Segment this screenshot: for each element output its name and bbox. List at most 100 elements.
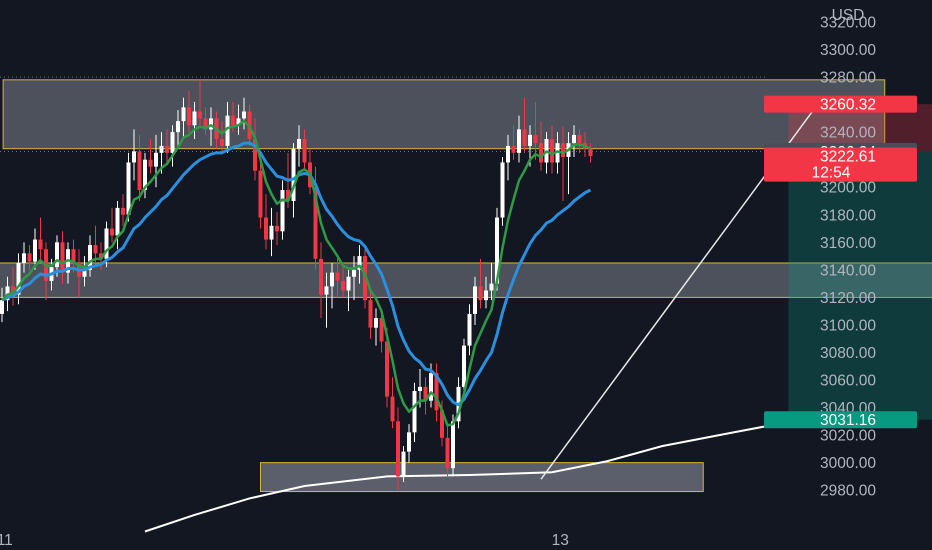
candle-body	[412, 391, 417, 433]
price-tick-label: 3100.00	[820, 317, 876, 334]
price-tag-label: 3031.16	[820, 412, 876, 429]
bar-countdown-label: 12:54	[812, 165, 851, 182]
candle-body	[38, 239, 43, 250]
candle-body	[170, 132, 175, 153]
price-tick-label: 3020.00	[820, 428, 876, 445]
candle-body	[346, 276, 351, 291]
candle-body	[242, 111, 246, 119]
candle-body	[511, 145, 516, 153]
price-tag-label: 3222.61	[820, 149, 876, 166]
candle-body	[16, 262, 21, 295]
candle-body	[275, 225, 279, 232]
candle-body	[231, 115, 235, 126]
candle-body	[297, 139, 301, 149]
candle-body	[473, 286, 477, 314]
price-tick-label: 3180.00	[820, 207, 876, 224]
candle-body	[445, 437, 450, 469]
time-axis[interactable]: 111312:0	[0, 532, 932, 549]
candle-body	[451, 421, 455, 469]
candle-body	[33, 239, 37, 262]
candle-body	[115, 207, 120, 236]
candle-body	[143, 159, 147, 190]
candle-body	[280, 189, 285, 232]
candle-body	[506, 145, 510, 163]
candle-body	[236, 118, 241, 126]
price-tag-label: 3260.32	[820, 97, 876, 114]
price-tick-label: 3080.00	[820, 345, 876, 362]
candle-body	[71, 249, 76, 263]
candle-body	[198, 111, 202, 119]
candle-body	[528, 134, 532, 146]
candle-body	[192, 111, 197, 126]
candle-body	[159, 145, 164, 153]
zone-rectangle	[0, 262, 932, 298]
candle-body	[418, 386, 422, 392]
candle-body	[82, 269, 87, 277]
candle-body	[368, 300, 373, 328]
candle-body	[225, 115, 230, 146]
price-tick-label: 2980.00	[820, 483, 876, 500]
candle-body	[302, 139, 307, 163]
price-tick-label: 3280.00	[820, 70, 876, 87]
zone-rectangle	[260, 462, 704, 493]
candle-body	[11, 286, 15, 295]
candle-body	[396, 421, 400, 477]
price-tick-label: 3240.00	[820, 125, 876, 142]
candle-body	[132, 151, 136, 163]
price-tick-label: 3320.00	[820, 15, 876, 32]
candle-body	[181, 107, 186, 122]
price-tick-label: 3140.00	[820, 262, 876, 279]
candle-body	[577, 134, 582, 144]
candle-body	[379, 318, 384, 342]
candle-body	[264, 217, 268, 240]
currency-label: USD	[832, 7, 865, 24]
candle-body	[357, 256, 362, 270]
candle-body	[291, 148, 296, 202]
candle-body	[489, 283, 494, 291]
price-tick-label: 3300.00	[820, 42, 876, 59]
candle-body	[533, 134, 538, 144]
candle-body	[121, 207, 125, 215]
candle-body	[60, 242, 65, 273]
price-tag	[764, 95, 917, 113]
candle-body	[423, 386, 428, 401]
candle-body	[390, 396, 395, 422]
candle-body	[517, 129, 521, 153]
candle-body	[154, 152, 158, 167]
time-tick-label: 13	[552, 532, 569, 549]
candle-body	[462, 345, 466, 387]
price-tick-label: 3200.00	[820, 180, 876, 197]
candle-body	[374, 318, 378, 328]
candle-body	[440, 410, 444, 438]
candle-body	[104, 228, 109, 259]
candle-body	[176, 121, 180, 133]
candle-body	[5, 286, 10, 301]
candle-body	[434, 373, 439, 411]
candle-body	[165, 145, 169, 153]
candle-body	[203, 118, 208, 130]
candle-body	[27, 253, 32, 262]
candle-body	[335, 272, 340, 281]
candle-body	[126, 162, 131, 215]
candle-body	[539, 143, 543, 163]
candle-body	[93, 245, 98, 254]
support-resistance-zones[interactable]	[0, 79, 932, 493]
candle-body	[253, 139, 257, 171]
candle-body	[220, 139, 224, 146]
price-tag	[764, 411, 917, 429]
candle-body	[385, 341, 389, 397]
candle-body	[429, 373, 433, 401]
candle-body	[561, 143, 565, 157]
candle-body	[522, 129, 527, 146]
candle-body	[269, 225, 274, 240]
candle-body	[0, 300, 4, 314]
candle-body	[495, 217, 499, 284]
zone-rectangle	[2, 79, 886, 150]
candle-body	[286, 189, 290, 202]
price-tick-label: 3160.00	[820, 235, 876, 252]
candle-body	[258, 170, 263, 218]
candle-body	[401, 451, 406, 477]
